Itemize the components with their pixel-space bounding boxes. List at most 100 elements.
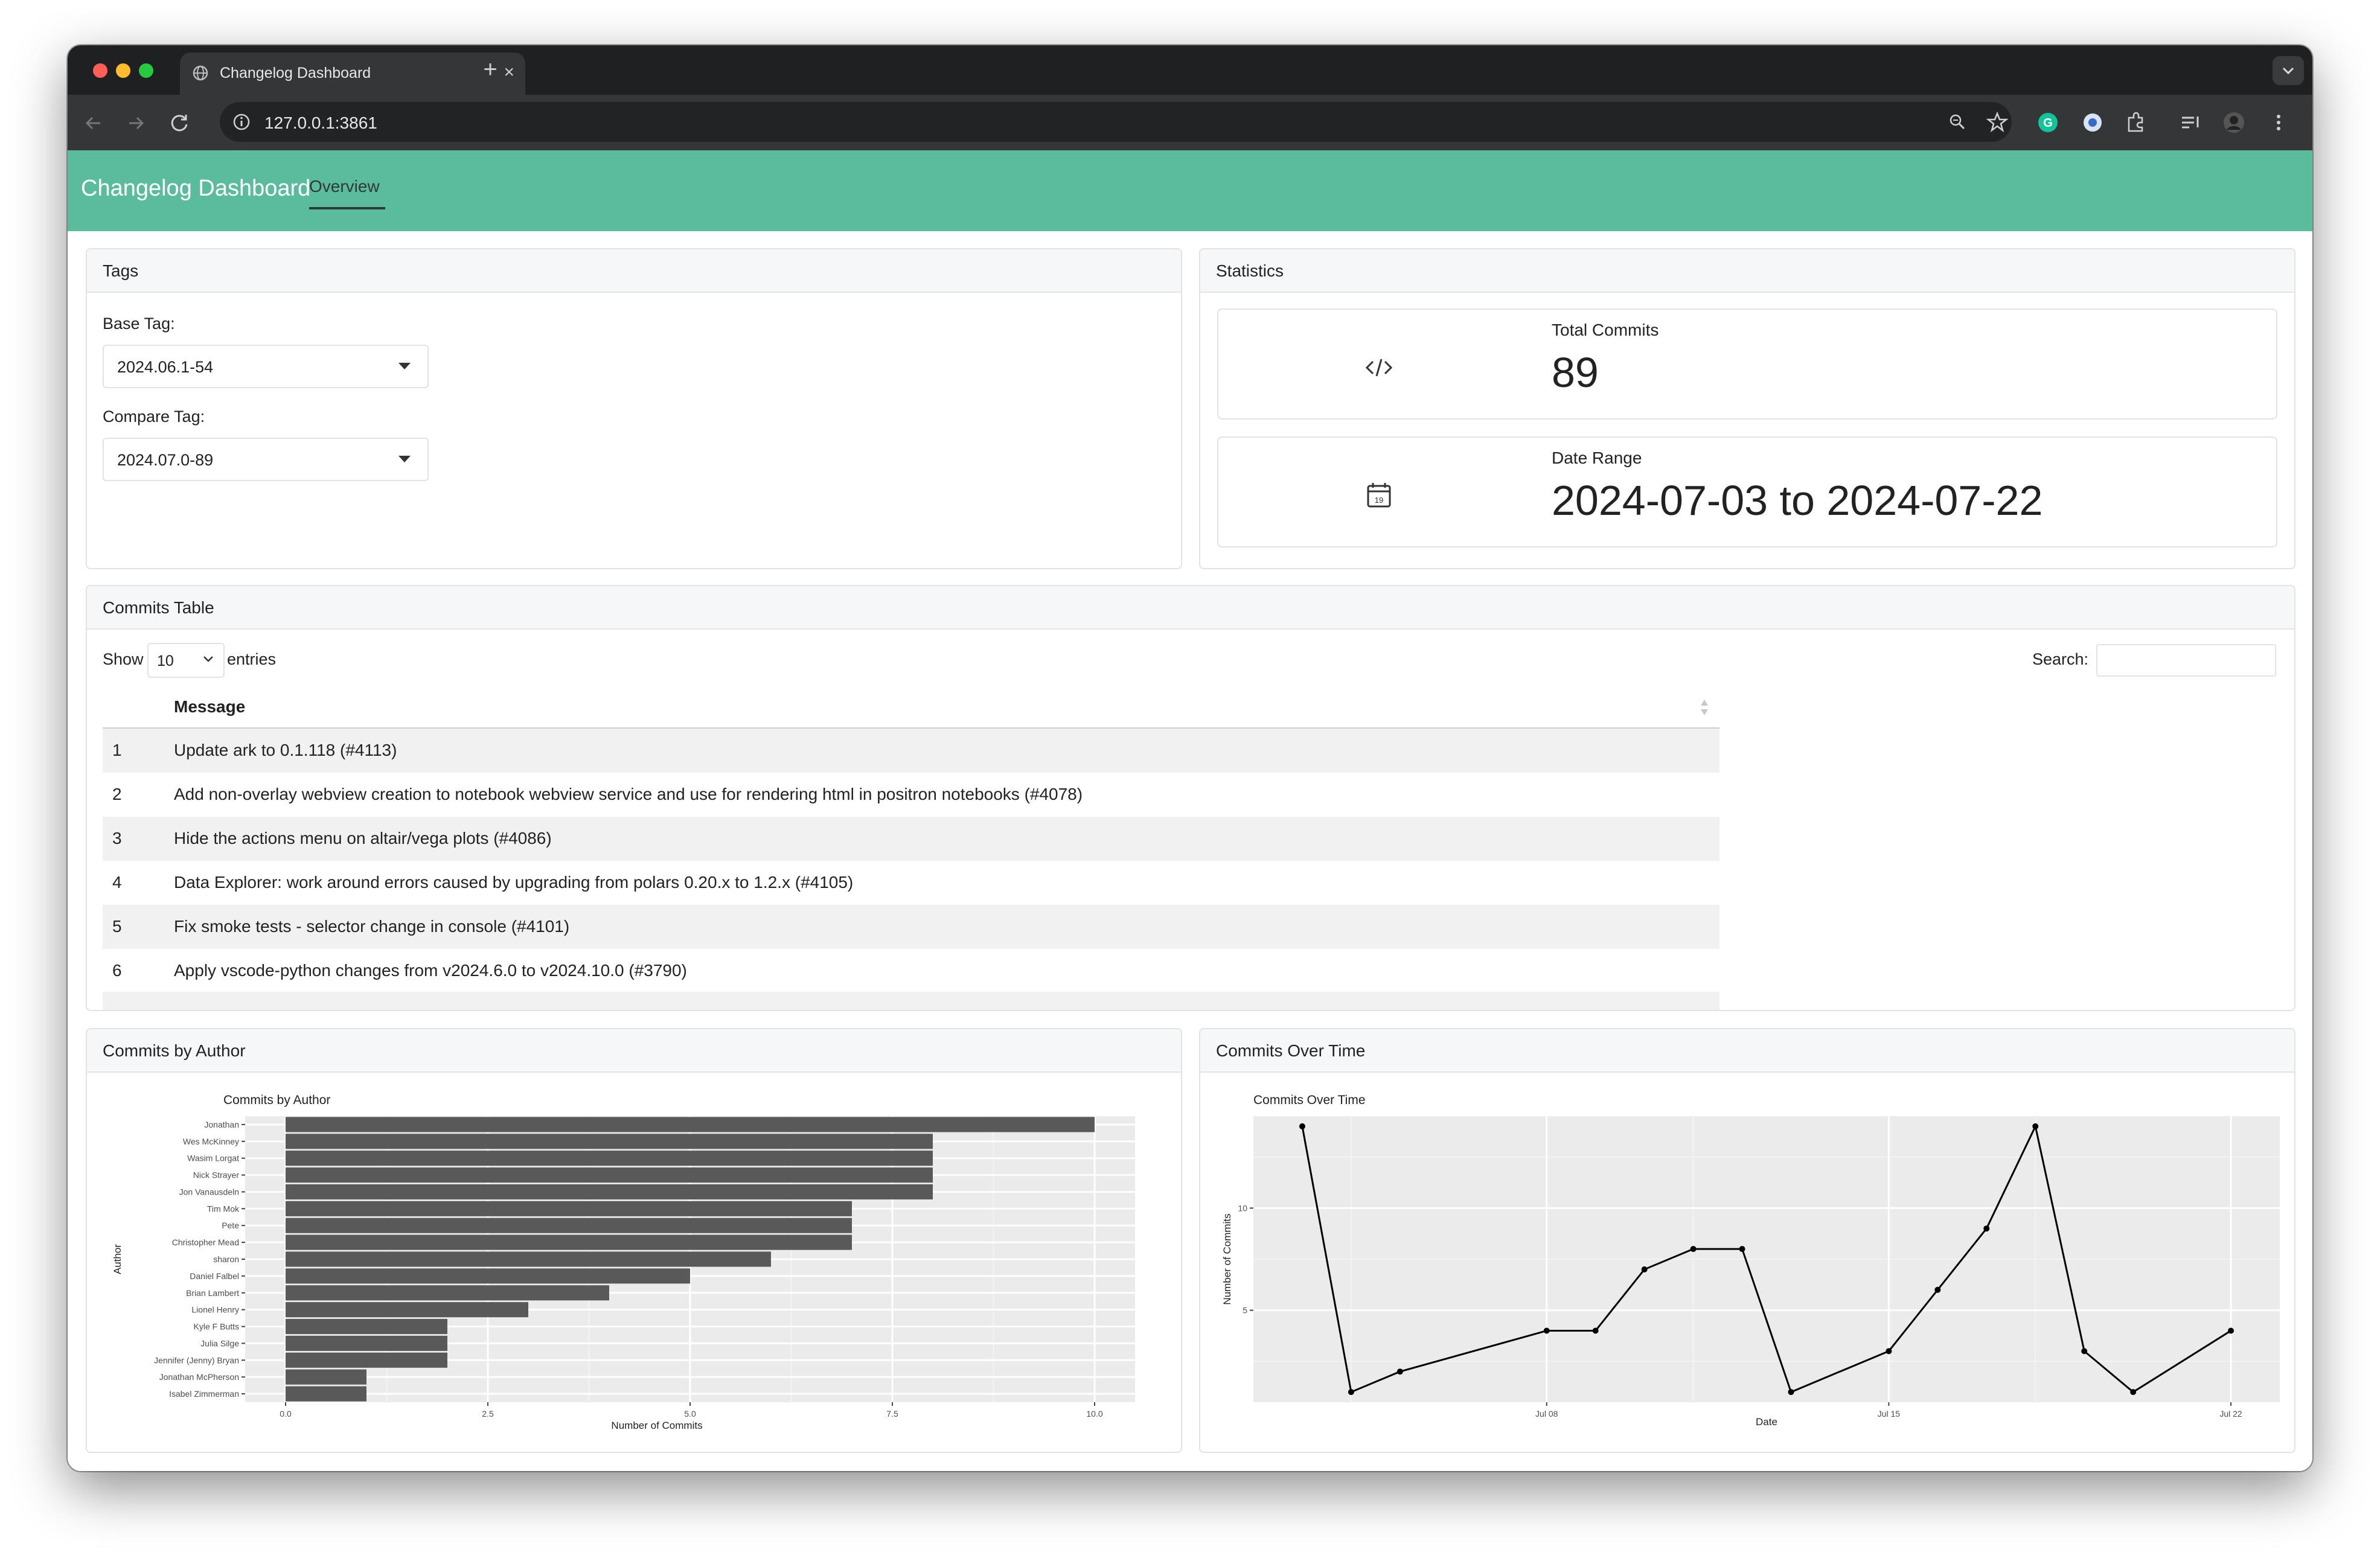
- puzzle-icon[interactable]: [2123, 109, 2149, 136]
- x-tick-label: 5.0: [684, 1409, 696, 1419]
- bar: [286, 1352, 447, 1368]
- grammarly-icon[interactable]: G: [2035, 109, 2061, 136]
- card-title: Commits Table: [103, 598, 214, 617]
- search-label: Search:: [2032, 650, 2089, 668]
- bar: [286, 1386, 366, 1402]
- reload-icon[interactable]: [165, 109, 193, 137]
- total-commits-box: Total Commits 89: [1217, 308, 2277, 420]
- site-info-icon[interactable]: [232, 112, 251, 132]
- y-tick-label: Nick Strayer: [193, 1170, 240, 1180]
- row-message: Apply vscode-python changes from v2024.6…: [174, 961, 687, 980]
- table-row[interactable]: 6 Apply vscode-python changes from v2024.…: [103, 949, 1719, 993]
- bar: [286, 1335, 447, 1351]
- base-tag-select[interactable]: 2024.06.1-54: [103, 345, 429, 388]
- message-column-header[interactable]: Message: [174, 697, 246, 716]
- tab-overview[interactable]: Overview: [309, 177, 380, 196]
- zoom-icon[interactable]: [1948, 112, 1967, 132]
- compare-tag-select[interactable]: 2024.07.0-89: [103, 438, 429, 481]
- chart-title: Commits Over Time: [1253, 1093, 1366, 1107]
- navbar: Changelog Dashboard Overview: [68, 150, 2312, 231]
- caret-down-icon: [398, 363, 411, 369]
- data-point: [2081, 1348, 2088, 1355]
- sort-icon[interactable]: [1700, 698, 1709, 717]
- caret-down-icon: [398, 456, 411, 462]
- entries-length-select[interactable]: 10: [147, 643, 225, 678]
- date-range-box: 19 Date Range 2024-07-03 to 2024-07-22: [1217, 436, 2277, 547]
- row-index: 6: [112, 961, 122, 980]
- row-message: Data Explorer: work around errors caused…: [174, 873, 854, 892]
- data-point: [1592, 1327, 1599, 1334]
- y-tick-label: Julia Silge: [200, 1338, 239, 1348]
- table-row[interactable]: 1 Update ark to 0.1.118 (#4113): [103, 729, 1719, 773]
- table-row[interactable]: 5 Fix smoke tests - selector change in co…: [103, 905, 1719, 949]
- bar: [286, 1167, 933, 1183]
- table-header-row[interactable]: Message: [103, 685, 1719, 729]
- x-tick-label: Jul 08: [1535, 1409, 1558, 1419]
- compare-tag-label: Compare Tag:: [103, 407, 205, 426]
- tags-card-header: Tags: [87, 249, 1181, 293]
- commits-over-time-header: Commits Over Time: [1200, 1029, 2294, 1073]
- card-title: Commits by Author: [103, 1041, 246, 1060]
- url-text: 127.0.0.1:3861: [264, 113, 377, 132]
- chevron-down-icon: [203, 656, 213, 662]
- y-tick-label: Kyle F Butts: [194, 1322, 239, 1332]
- table-row[interactable]: 4 Data Explorer: work around errors cause…: [103, 861, 1719, 905]
- table-row-partial: [103, 992, 1719, 1010]
- commits-by-author-header: Commits by Author: [87, 1029, 1181, 1073]
- avatar[interactable]: [2221, 109, 2247, 136]
- data-point: [1690, 1246, 1697, 1253]
- browser-tab[interactable]: Changelog Dashboard ×: [180, 53, 525, 95]
- entries-label: entries: [227, 650, 277, 668]
- y-tick-label: Wes McKinney: [183, 1137, 239, 1146]
- card-title: Tags: [103, 261, 139, 280]
- browser-window: Changelog Dashboard × +: [68, 45, 2312, 1471]
- show-label: Show: [103, 650, 144, 668]
- forward-icon[interactable]: [122, 109, 150, 137]
- address-bar[interactable]: 127.0.0.1:3861: [220, 102, 2012, 142]
- bar: [286, 1318, 447, 1335]
- tab-close-icon[interactable]: ×: [504, 62, 514, 82]
- x-tick-label: 2.5: [482, 1409, 494, 1419]
- app-brand[interactable]: Changelog Dashboard: [81, 176, 311, 201]
- y-tick-label: Wasim Lorgat: [187, 1154, 239, 1163]
- total-commits-value: 89: [1552, 349, 1599, 396]
- compare-tag-value: 2024.07.0-89: [117, 451, 214, 469]
- code-icon: [1365, 359, 1393, 377]
- tab-search-button[interactable]: [2273, 56, 2304, 85]
- table-row[interactable]: 2 Add non-overlay webview creation to not…: [103, 773, 1719, 817]
- table-row[interactable]: 3 Hide the actions menu on altair/vega pl…: [103, 817, 1719, 861]
- search-input[interactable]: [2096, 644, 2276, 677]
- bar: [286, 1218, 852, 1233]
- bookmark-star-icon[interactable]: [1986, 111, 2008, 133]
- bar: [286, 1151, 933, 1166]
- y-axis-label: Number of Commits: [1221, 1213, 1233, 1304]
- zoom-window-button[interactable]: [139, 63, 153, 78]
- commits-table-header: Commits Table: [87, 586, 2294, 630]
- y-tick-label: Jennifer (Jenny) Bryan: [154, 1355, 239, 1365]
- back-icon[interactable]: [80, 109, 107, 137]
- x-tick-label: Jul 15: [1878, 1409, 1901, 1419]
- row-message: Hide the actions menu on altair/vega plo…: [174, 829, 552, 848]
- tab-title: Changelog Dashboard: [220, 65, 371, 81]
- extension-icon[interactable]: [2079, 109, 2106, 136]
- card-title: Commits Over Time: [1216, 1041, 1366, 1060]
- more-menu-icon[interactable]: [2265, 109, 2292, 136]
- y-tick-label: Christopher Mead: [172, 1237, 239, 1247]
- data-point: [1543, 1327, 1550, 1334]
- calendar-day: 19: [1375, 496, 1383, 505]
- data-point: [1886, 1348, 1892, 1355]
- minimize-window-button[interactable]: [116, 63, 130, 78]
- bar: [286, 1201, 852, 1216]
- data-point: [2228, 1327, 2234, 1334]
- data-point: [2130, 1389, 2137, 1396]
- total-commits-label: Total Commits: [1552, 321, 1659, 339]
- row-index: 1: [112, 741, 122, 759]
- close-window-button[interactable]: [93, 63, 107, 78]
- svg-text:G: G: [2043, 117, 2053, 130]
- new-tab-button[interactable]: +: [483, 56, 497, 83]
- base-tag-label: Base Tag:: [103, 314, 175, 333]
- series-line: [1301, 1123, 2231, 1394]
- x-tick-label: 7.5: [886, 1409, 898, 1419]
- y-tick-label: Brian Lambert: [186, 1288, 239, 1298]
- media-control-icon[interactable]: [2177, 109, 2204, 136]
